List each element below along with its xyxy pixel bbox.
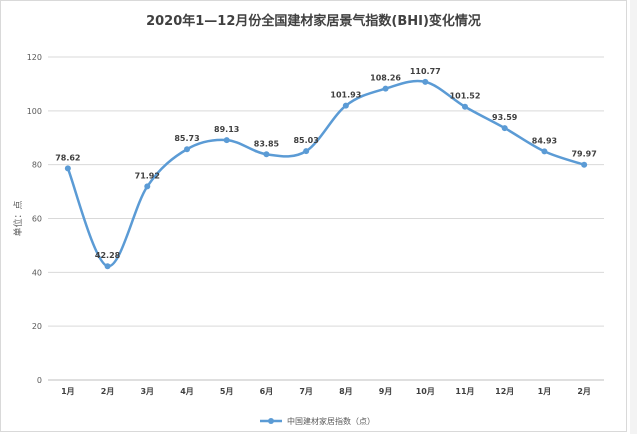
x-tick-label: 1月: [61, 387, 75, 396]
x-tick-label: 1月: [538, 387, 552, 396]
data-point: [144, 183, 151, 190]
legend-point-marker: [268, 418, 274, 424]
series-layer: 78.62 42.28 71.92 85.73 89.13 83.85 85.03 101.9…: [55, 67, 597, 270]
data-label: 83.85: [254, 139, 280, 148]
data-point: [263, 151, 270, 158]
data-label: 85.73: [174, 134, 199, 143]
data-label: 101.52: [450, 92, 481, 101]
data-label: 78.62: [55, 153, 80, 162]
data-point: [104, 263, 111, 270]
scrollbar-strip: [630, 0, 637, 434]
data-point: [382, 85, 389, 92]
x-tick-label: 5月: [220, 387, 234, 396]
y-tick-label: 60: [32, 215, 42, 224]
x-tick-label: 6月: [260, 387, 274, 396]
y-tick-label: 120: [27, 53, 42, 62]
series-line: [66, 79, 585, 268]
data-point: [541, 148, 548, 155]
data-label: 79.97: [571, 150, 596, 159]
y-tick-label: 0: [37, 376, 42, 385]
data-label: 42.28: [95, 251, 121, 260]
data-point: [422, 78, 429, 85]
chart-title: 2020年1—12月份全国建材家居景气指数(BHI)变化情况: [146, 14, 481, 29]
data-label: 93.59: [492, 113, 518, 122]
x-tick-label: 3月: [140, 387, 154, 396]
x-tick-label: 8月: [339, 387, 353, 396]
data-point: [342, 102, 349, 109]
x-tick-label: 9月: [379, 387, 393, 396]
data-point: [501, 125, 508, 132]
data-point: [462, 103, 468, 110]
grid-lines: [48, 56, 604, 381]
x-tick-label: 7月: [299, 387, 313, 396]
legend: 中国建材家居指数（点）: [260, 416, 375, 426]
x-tick-label: 2月: [577, 387, 591, 396]
data-label: 85.03: [293, 136, 318, 145]
legend-label: 中国建材家居指数（点）: [287, 416, 375, 426]
data-label: 71.92: [135, 171, 160, 180]
chart-frame: [0, 0, 627, 432]
data-point: [64, 165, 71, 172]
data-point: [184, 146, 190, 153]
x-tick-label: 4月: [180, 387, 194, 396]
y-tick-label: 20: [32, 322, 42, 331]
data-label: 84.93: [532, 136, 557, 145]
data-label: 89.13: [214, 125, 239, 134]
x-tick-label: 11月: [455, 387, 474, 396]
y-tick-label: 100: [27, 107, 42, 116]
data-point: [303, 148, 310, 155]
x-axis-ticks: 1月 2月 3月 4月 5月 6月 7月 8月 9月 10月 11月 12月 1月 2月: [61, 387, 591, 396]
x-tick-label: 10月: [416, 387, 435, 396]
y-tick-label: 80: [32, 161, 42, 170]
x-tick-label: 2月: [101, 387, 115, 396]
data-label: 110.77: [410, 67, 441, 76]
data-label: 101.93: [330, 91, 361, 100]
data-label: 108.26: [370, 74, 401, 83]
y-tick-label: 40: [32, 268, 42, 277]
data-point: [581, 161, 588, 168]
data-point: [223, 137, 230, 144]
y-axis-title: 单位：点: [12, 200, 24, 236]
x-tick-label: 12月: [495, 387, 514, 396]
y-axis-ticks: 0 20 40 60 80 100 120: [27, 53, 42, 385]
